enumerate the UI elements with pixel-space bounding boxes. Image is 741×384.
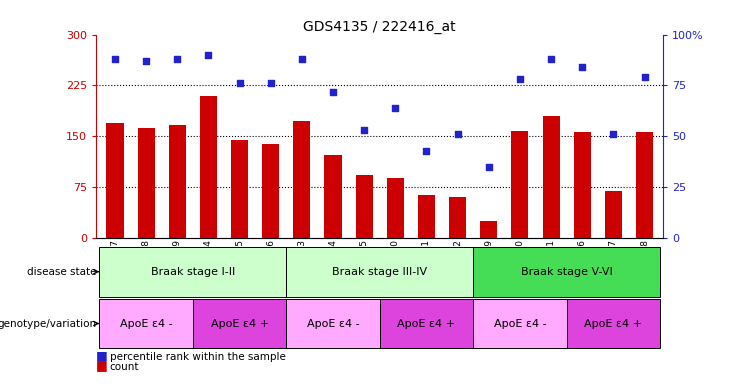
Bar xyxy=(325,155,342,238)
Bar xyxy=(574,132,591,238)
Point xyxy=(327,88,339,94)
Text: ApoE ε4 +: ApoE ε4 + xyxy=(210,318,268,329)
Bar xyxy=(636,132,653,238)
Point xyxy=(358,127,370,133)
Text: disease state: disease state xyxy=(27,266,99,277)
Text: Braak stage I-II: Braak stage I-II xyxy=(150,266,235,277)
Point xyxy=(576,64,588,70)
Point xyxy=(608,131,619,137)
Bar xyxy=(231,140,248,238)
Bar xyxy=(449,197,466,238)
Point xyxy=(233,80,245,86)
Point xyxy=(296,56,308,62)
Bar xyxy=(286,299,379,348)
Text: Braak stage III-IV: Braak stage III-IV xyxy=(332,266,428,277)
Bar xyxy=(138,127,155,238)
Bar xyxy=(379,299,473,348)
Point xyxy=(545,56,557,62)
Bar xyxy=(542,116,559,238)
Point xyxy=(171,56,183,62)
Bar xyxy=(387,179,404,238)
Text: ApoE ε4 +: ApoE ε4 + xyxy=(585,318,642,329)
Bar xyxy=(511,131,528,238)
Point xyxy=(202,52,214,58)
Bar xyxy=(418,195,435,238)
Text: ApoE ε4 -: ApoE ε4 - xyxy=(307,318,359,329)
Bar xyxy=(193,299,286,348)
Bar xyxy=(567,299,660,348)
Point xyxy=(390,105,402,111)
Text: ■: ■ xyxy=(96,349,112,362)
Text: count: count xyxy=(110,362,139,372)
Text: percentile rank within the sample: percentile rank within the sample xyxy=(110,352,285,362)
Bar xyxy=(605,190,622,238)
Bar xyxy=(356,175,373,238)
Point xyxy=(421,147,433,154)
Text: ApoE ε4 -: ApoE ε4 - xyxy=(494,318,546,329)
Point xyxy=(140,58,152,64)
Point xyxy=(452,131,464,137)
Bar xyxy=(480,221,497,238)
Point xyxy=(483,164,495,170)
Point xyxy=(514,76,526,83)
Bar xyxy=(99,247,286,296)
Bar xyxy=(293,121,310,238)
Point xyxy=(109,56,121,62)
Point xyxy=(265,80,276,86)
Text: ApoE ε4 -: ApoE ε4 - xyxy=(120,318,173,329)
Text: Braak stage V-VI: Braak stage V-VI xyxy=(521,266,613,277)
Bar xyxy=(262,144,279,238)
Bar xyxy=(473,299,567,348)
Text: ■: ■ xyxy=(96,359,112,372)
Bar xyxy=(473,247,660,296)
Text: genotype/variation: genotype/variation xyxy=(0,318,99,329)
Text: ApoE ε4 +: ApoE ε4 + xyxy=(397,318,456,329)
Bar xyxy=(200,96,217,238)
Bar xyxy=(99,299,193,348)
Bar xyxy=(107,123,124,238)
Point xyxy=(639,74,651,80)
Bar xyxy=(286,247,473,296)
Title: GDS4135 / 222416_at: GDS4135 / 222416_at xyxy=(304,20,456,33)
Bar xyxy=(169,125,186,238)
